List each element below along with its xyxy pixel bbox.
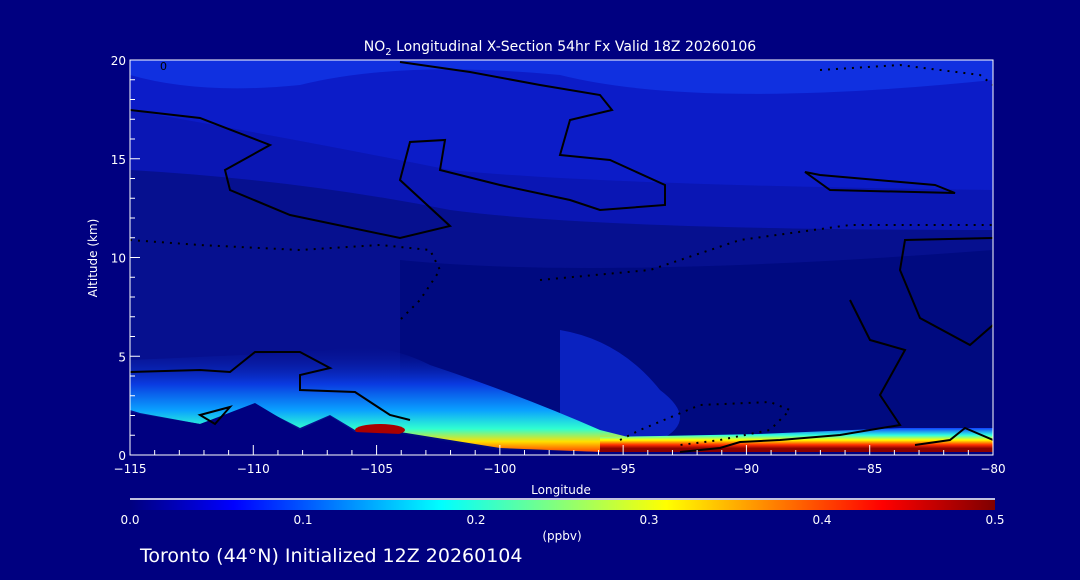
x-axis: −115 −110 −105 −100 −95 −90 −85 −80	[114, 445, 1006, 476]
colorbar-tick-label: 0.1	[293, 513, 312, 527]
contour-line	[619, 400, 792, 446]
y-tick-label: 10	[111, 252, 126, 266]
colorbar-tick-label: 0.3	[639, 513, 658, 527]
x-tick-label: −90	[734, 462, 759, 476]
title-prefix: NO	[364, 39, 386, 55]
footer-info: Toronto (44°N) Initialized 12Z 20260104	[139, 545, 523, 567]
plot-area	[130, 60, 993, 455]
contour-line	[898, 237, 993, 347]
title-subscript: 2	[385, 47, 391, 58]
contour-lines	[130, 61, 993, 453]
band-upper	[130, 60, 993, 94]
y-tick-label: 20	[111, 54, 126, 68]
low-ppb-zone	[560, 330, 680, 440]
contour-label: 0	[160, 60, 167, 73]
colorbar	[130, 500, 995, 510]
contour-line	[679, 299, 907, 453]
x-tick-label: −115	[114, 462, 147, 476]
title-suffix: Longitudinal X-Section 54hr Fx Valid 18Z…	[392, 39, 757, 55]
x-axis-label: Longitude	[531, 483, 591, 497]
x-tick-label: −85	[857, 462, 882, 476]
y-axis: 0 5 10 15 20	[111, 54, 140, 463]
x-tick-label: −95	[610, 462, 635, 476]
contour-line	[804, 171, 956, 194]
colorbar-tick-label: 0.0	[120, 513, 139, 527]
band-lower	[400, 250, 993, 455]
terrain	[130, 403, 993, 455]
y-tick-label: 0	[118, 449, 126, 463]
contour-line	[819, 63, 993, 86]
contour-line	[539, 224, 993, 281]
contour-line	[197, 405, 233, 426]
plume-east	[600, 428, 993, 452]
plume-west	[130, 347, 660, 452]
x-tick-label: −110	[237, 462, 270, 476]
colorbar-tick-label: 0.5	[985, 513, 1004, 527]
colorbar-tick-label: 0.4	[812, 513, 831, 527]
y-axis-label: Altitude (km)	[86, 219, 100, 298]
y-tick-label: 15	[111, 153, 126, 167]
contour-line	[130, 61, 666, 240]
contour-label-group: 0	[160, 60, 167, 73]
chart-title: NO2 Longitudinal X-Section 54hr Fx Valid…	[364, 39, 757, 58]
contour-line	[130, 351, 411, 421]
colorbar-label: (ppbv)	[542, 529, 581, 543]
colorbar-tick-label: 0.2	[466, 513, 485, 527]
contour-line	[914, 426, 993, 446]
x-tick-label: −100	[483, 462, 516, 476]
x-tick-label: −105	[360, 462, 393, 476]
x-tick-label: −80	[980, 462, 1005, 476]
colorbar-ticks: 0.0 0.1 0.2 0.3 0.4 0.5	[120, 513, 1004, 527]
contour-line	[130, 239, 442, 321]
contour-lines-dashed	[130, 63, 993, 446]
y-tick-label: 5	[118, 350, 126, 364]
